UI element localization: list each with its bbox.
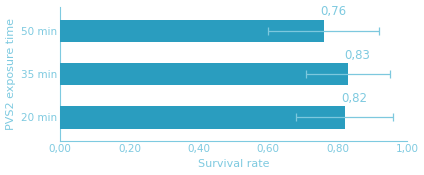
Text: 0,82: 0,82 — [341, 92, 367, 105]
Bar — [60, 63, 348, 85]
Y-axis label: PVS2 exposure time: PVS2 exposure time — [6, 18, 16, 130]
Bar — [60, 20, 324, 42]
X-axis label: Survival rate: Survival rate — [198, 159, 269, 169]
Text: 0,83: 0,83 — [345, 49, 371, 62]
Bar — [60, 106, 345, 129]
Text: 0,76: 0,76 — [320, 5, 346, 19]
